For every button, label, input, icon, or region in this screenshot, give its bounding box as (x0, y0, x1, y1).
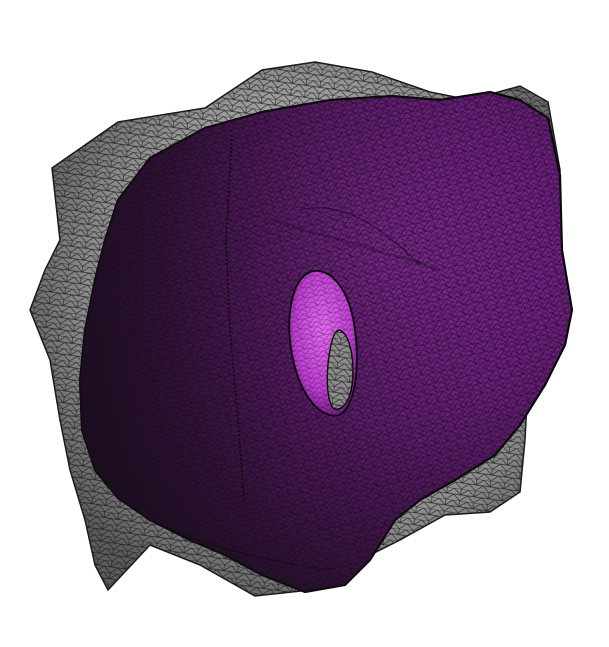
surface-seams (149, 134, 441, 571)
mesh-hole (288, 269, 358, 417)
